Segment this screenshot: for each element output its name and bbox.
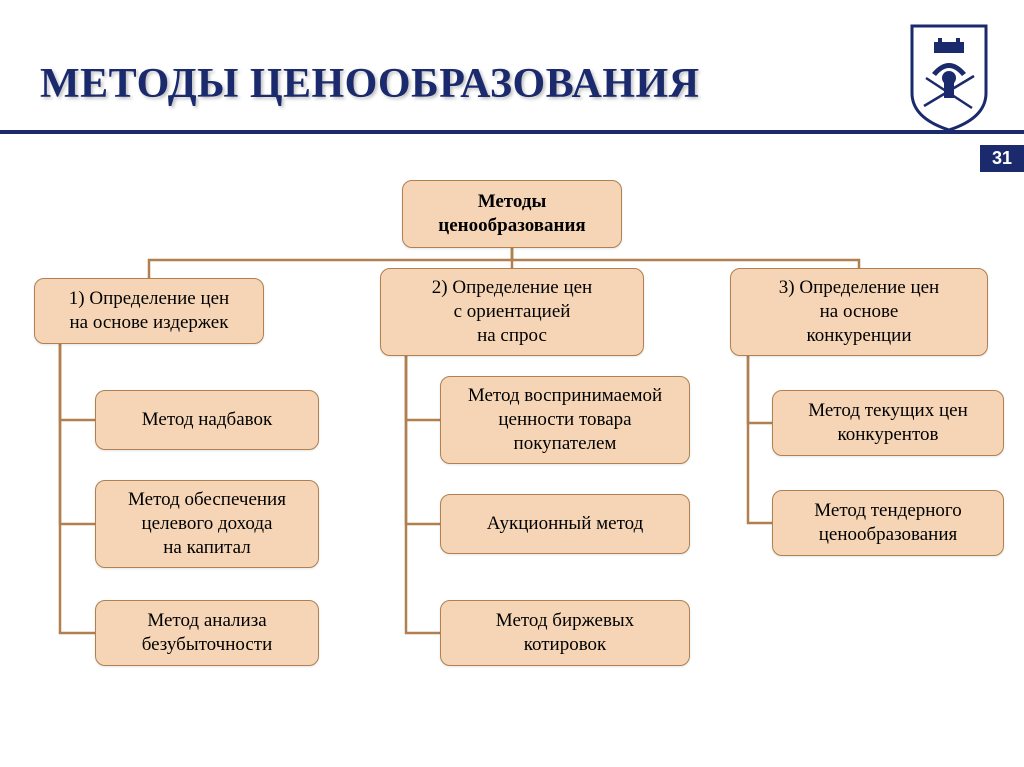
logo-shield xyxy=(904,18,994,133)
node-b2c2: Аукционный метод xyxy=(440,494,690,554)
node-b2: 2) Определение ценс ориентациейна спрос xyxy=(380,268,644,356)
header-bar xyxy=(0,130,1024,134)
node-b1: 1) Определение ценна основе издержек xyxy=(34,278,264,344)
node-b1c1: Метод надбавок xyxy=(95,390,319,450)
node-b2c3: Метод биржевыхкотировок xyxy=(440,600,690,666)
node-b2c1: Метод воспринимаемойценности товарапокуп… xyxy=(440,376,690,464)
page-title: МЕТОДЫ ЦЕНООБРАЗОВАНИЯ xyxy=(40,60,700,108)
node-b1c2: Метод обеспеченияцелевого доходана капит… xyxy=(95,480,319,568)
node-b3: 3) Определение ценна основеконкуренции xyxy=(730,268,988,356)
node-b3c2: Метод тендерногоценообразования xyxy=(772,490,1004,556)
node-b3c1: Метод текущих ценконкурентов xyxy=(772,390,1004,456)
org-chart: Методыценообразования 1) Определение ценн… xyxy=(0,160,1024,750)
node-b1c3: Метод анализабезубыточности xyxy=(95,600,319,666)
node-root: Методыценообразования xyxy=(402,180,622,248)
